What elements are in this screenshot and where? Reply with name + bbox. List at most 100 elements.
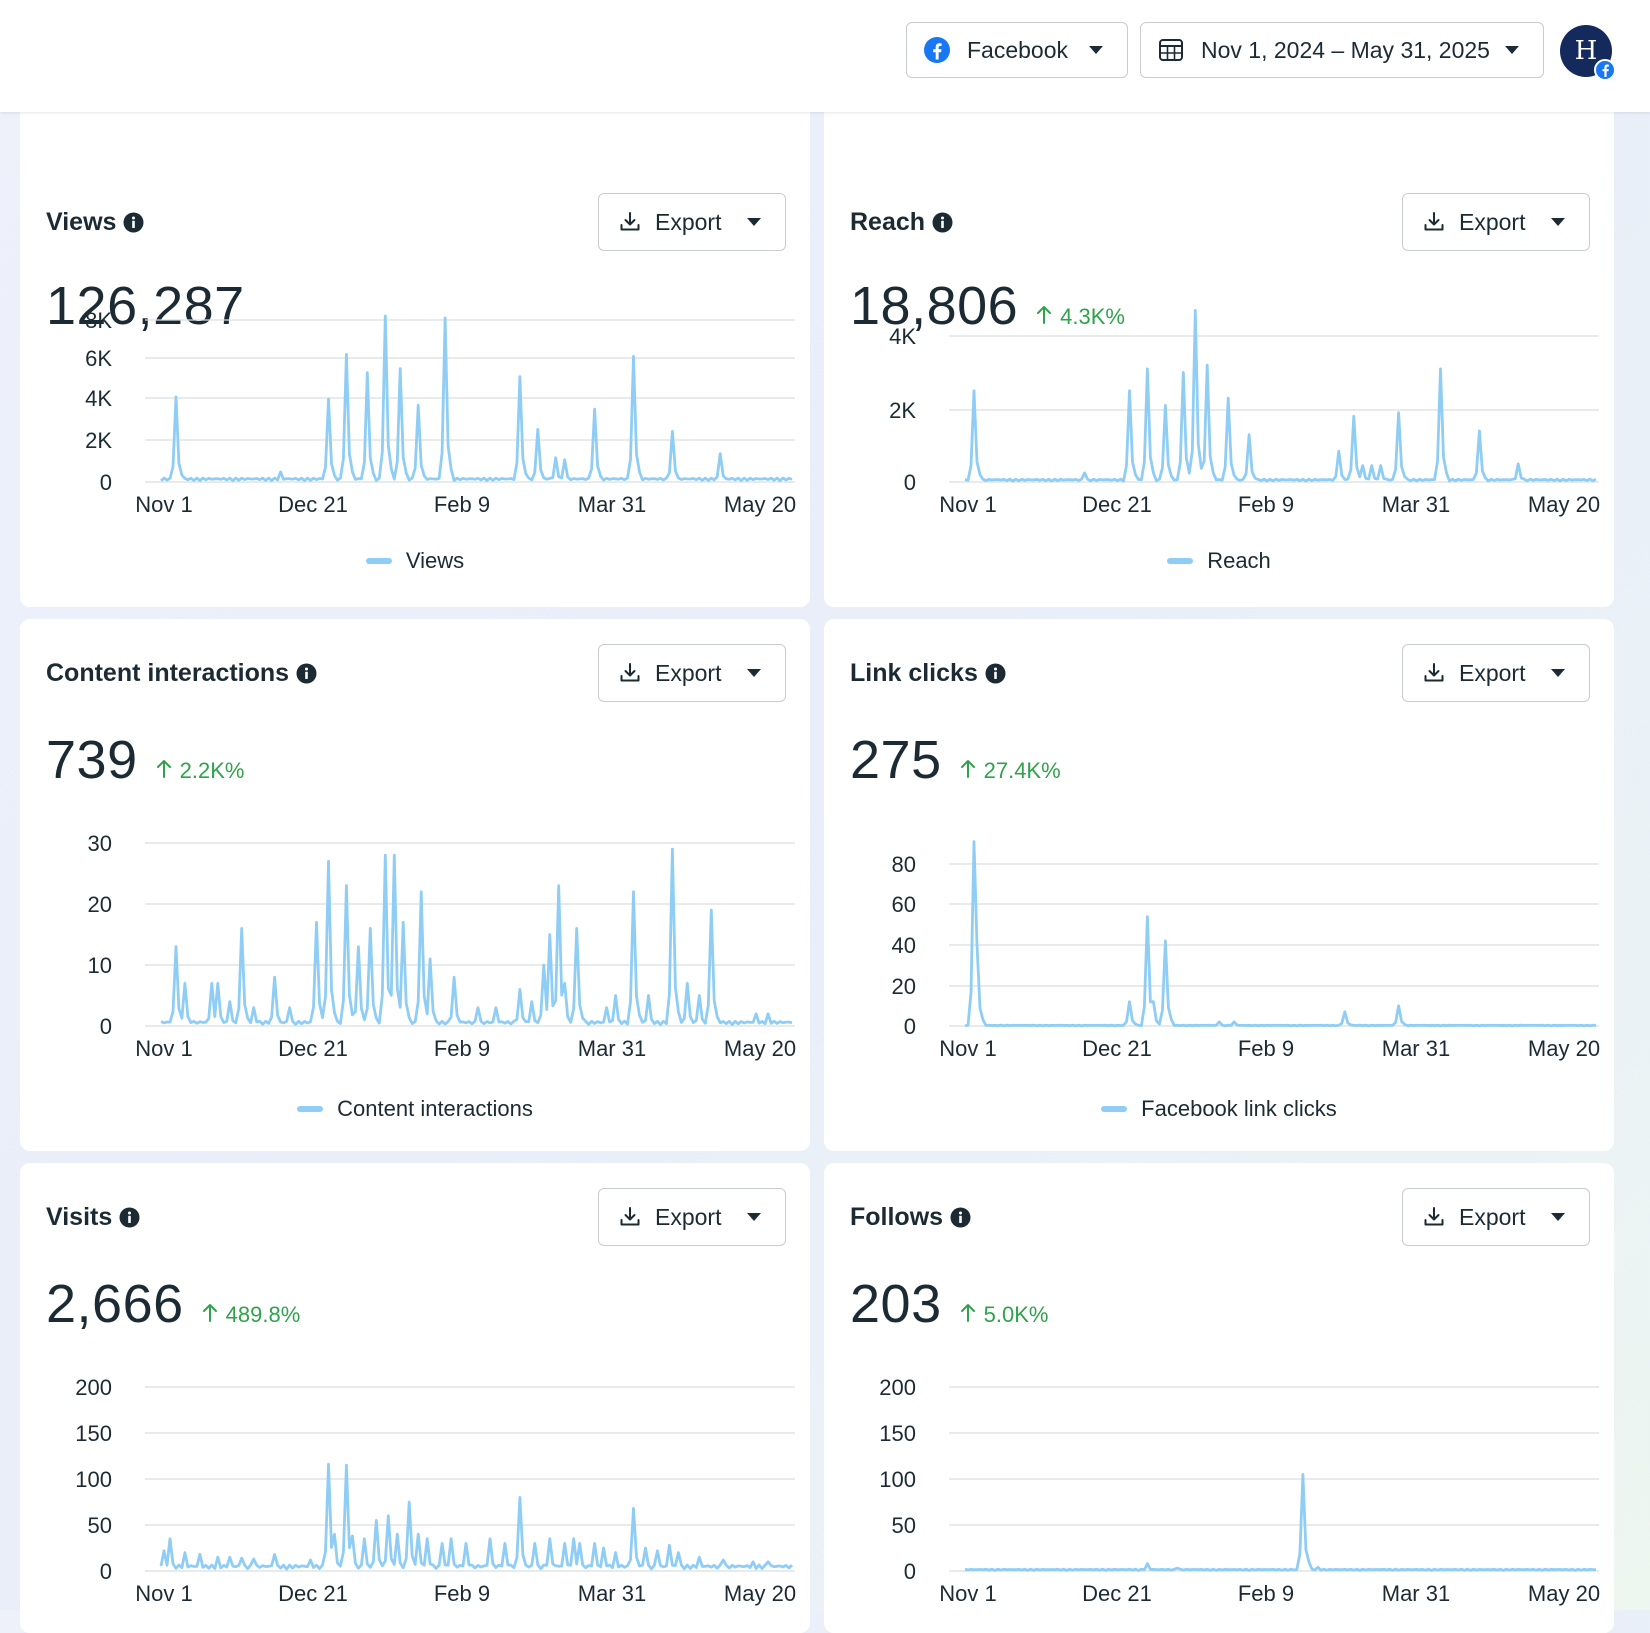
- avatar-initial: H: [1574, 36, 1598, 66]
- visits-chart: 200 150 100 50 0 Nov 1 Dec 21 Feb 9 Mar 31 May 20: [75, 1375, 796, 1606]
- y-tick-label: 200: [75, 1375, 112, 1400]
- x-tick-label: May 20: [724, 492, 796, 517]
- chevron-down-icon: [1089, 46, 1103, 54]
- chevron-down-icon: [1551, 1213, 1565, 1221]
- reach-metric-value: 18,806: [850, 276, 1019, 336]
- chevron-down-icon: [747, 669, 761, 677]
- visits-metric-value: 2,666: [46, 1274, 184, 1334]
- content-interactions-card: Content interactions Export 739 2.2K% Co…: [20, 619, 810, 1151]
- visits-export-button[interactable]: Export: [598, 1188, 786, 1246]
- follows-export-button[interactable]: Export: [1402, 1188, 1590, 1246]
- content-interactions-title-text: Content interactions: [46, 659, 290, 687]
- legend-swatch: [297, 1106, 324, 1112]
- visits-title: Visits: [46, 1203, 140, 1232]
- content-interactions-export-button[interactable]: Export: [598, 644, 786, 702]
- follows-metric: 203 5.0K%: [850, 1273, 1048, 1335]
- platform-dropdown[interactable]: Facebook: [906, 22, 1128, 78]
- y-tick-label: 0: [100, 1014, 112, 1039]
- legend-swatch: [1101, 1106, 1128, 1112]
- info-icon[interactable]: [985, 663, 1006, 684]
- follows-title-text: Follows: [850, 1203, 944, 1231]
- x-tick-label: Feb 9: [1238, 492, 1294, 517]
- content-interactions-series-line[interactable]: [160, 847, 793, 1026]
- y-tick-label: 20: [892, 974, 916, 999]
- x-tick-label: Feb 9: [434, 492, 490, 517]
- y-tick-label: 40: [892, 933, 916, 958]
- facebook-badge-icon: [1594, 59, 1616, 81]
- y-tick-label: 60: [892, 892, 916, 917]
- x-tick-label: Nov 1: [135, 1036, 192, 1061]
- reach-legend[interactable]: Reach: [824, 548, 1614, 574]
- reach-chart: 4K 2K 0 Nov 1 Dec 21 Feb 9 Mar 31 May 20: [889, 309, 1600, 517]
- reach-title-text: Reach: [850, 208, 926, 236]
- y-tick-label: 6K: [85, 346, 112, 371]
- views-legend[interactable]: Views: [20, 548, 810, 574]
- link-clicks-metric: 275 27.4K%: [850, 729, 1061, 791]
- x-tick-label: May 20: [1528, 1581, 1600, 1606]
- y-tick-label: 150: [879, 1421, 916, 1446]
- y-tick-label: 8K: [85, 308, 112, 333]
- link-clicks-chart: 80 60 40 20 0 Nov 1 Dec 21 Feb 9 Mar 31 May 20: [892, 840, 1600, 1061]
- chevron-down-icon: [1505, 46, 1519, 54]
- reach-change-value: 4.3K%: [1060, 304, 1125, 329]
- visits-metric: 2,666 489.8%: [46, 1273, 300, 1335]
- calendar-icon: [1157, 36, 1185, 64]
- chevron-down-icon: [1551, 669, 1565, 677]
- info-icon[interactable]: [296, 663, 317, 684]
- views-export-button[interactable]: Export: [598, 193, 786, 251]
- arrow-up-icon: [960, 760, 975, 778]
- reach-card: Reach Export 18,806 4.3K% Reach 4K 2K 0 Nov: [824, 95, 1614, 607]
- info-icon[interactable]: [950, 1207, 971, 1228]
- x-tick-label: Dec 21: [278, 492, 348, 517]
- legend-swatch: [1167, 558, 1194, 564]
- views-series-line[interactable]: [160, 314, 793, 483]
- follows-chart: 200 150 100 50 0 Nov 1 Dec 21 Feb 9 Mar 31 May 20: [879, 1375, 1600, 1606]
- date-range-dropdown[interactable]: Nov 1, 2024 – May 31, 2025: [1140, 22, 1544, 78]
- arrow-up-icon: [202, 1304, 217, 1322]
- y-tick-label: 10: [88, 953, 112, 978]
- info-icon[interactable]: [932, 212, 953, 233]
- x-tick-label: Dec 21: [1082, 1581, 1152, 1606]
- download-icon: [619, 1206, 641, 1228]
- x-tick-label: Nov 1: [135, 1581, 192, 1606]
- y-tick-label: 2K: [85, 428, 112, 453]
- views-title-text: Views: [46, 208, 117, 236]
- x-tick-label: Feb 9: [1238, 1036, 1294, 1061]
- download-icon: [619, 211, 641, 233]
- content-interactions-legend[interactable]: Content interactions: [20, 1096, 810, 1122]
- x-tick-label: May 20: [1528, 1036, 1600, 1061]
- visits-card: Visits Export 2,666 489.8% Visits 200150…: [20, 1163, 810, 1633]
- content-interactions-metric: 739 2.2K%: [46, 729, 244, 791]
- follows-series-line[interactable]: [964, 1473, 1596, 1572]
- download-icon: [619, 662, 641, 684]
- link-clicks-title: Link clicks: [850, 659, 1006, 688]
- x-tick-label: Mar 31: [1382, 1036, 1450, 1061]
- content-interactions-metric-value: 739: [46, 730, 138, 790]
- link-clicks-legend[interactable]: Facebook link clicks: [824, 1096, 1614, 1122]
- reach-export-button[interactable]: Export: [1402, 193, 1590, 251]
- views-metric: 126,287: [46, 275, 245, 337]
- content-interactions-title: Content interactions: [46, 659, 317, 688]
- follows-metric-value: 203: [850, 1274, 942, 1334]
- x-tick-label: Nov 1: [939, 1036, 996, 1061]
- views-card: Views Export 126,287 Views 8K 6K 4K 2K 0 Nov …: [20, 95, 810, 607]
- x-tick-label: Feb 9: [1238, 1581, 1294, 1606]
- arrow-up-icon: [156, 760, 171, 778]
- views-chart: 8K 6K 4K 2K 0 Nov 1 Dec 21 Feb 9 Mar 31 May 20: [85, 308, 796, 517]
- y-tick-label: 0: [100, 470, 112, 495]
- link-clicks-series-line[interactable]: [964, 840, 1597, 1028]
- y-tick-label: 2K: [889, 398, 916, 423]
- y-tick-label: 50: [88, 1513, 112, 1538]
- info-icon[interactable]: [119, 1207, 140, 1228]
- top-bar: Facebook Nov 1, 2024 – May 31, 2025 H: [0, 0, 1650, 112]
- facebook-icon: [923, 36, 951, 64]
- arrow-up-icon: [1037, 306, 1052, 324]
- info-icon[interactable]: [123, 212, 144, 233]
- x-tick-label: Feb 9: [434, 1036, 490, 1061]
- x-tick-label: May 20: [724, 1581, 796, 1606]
- content-interactions-chart: 30 20 10 0 Nov 1 Dec 21 Feb 9 Mar 31 May 20: [88, 831, 797, 1061]
- visits-series-line[interactable]: [159, 1462, 793, 1571]
- link-clicks-export-button[interactable]: Export: [1402, 644, 1590, 702]
- reach-series-line[interactable]: [964, 309, 1597, 483]
- avatar[interactable]: H: [1560, 25, 1616, 81]
